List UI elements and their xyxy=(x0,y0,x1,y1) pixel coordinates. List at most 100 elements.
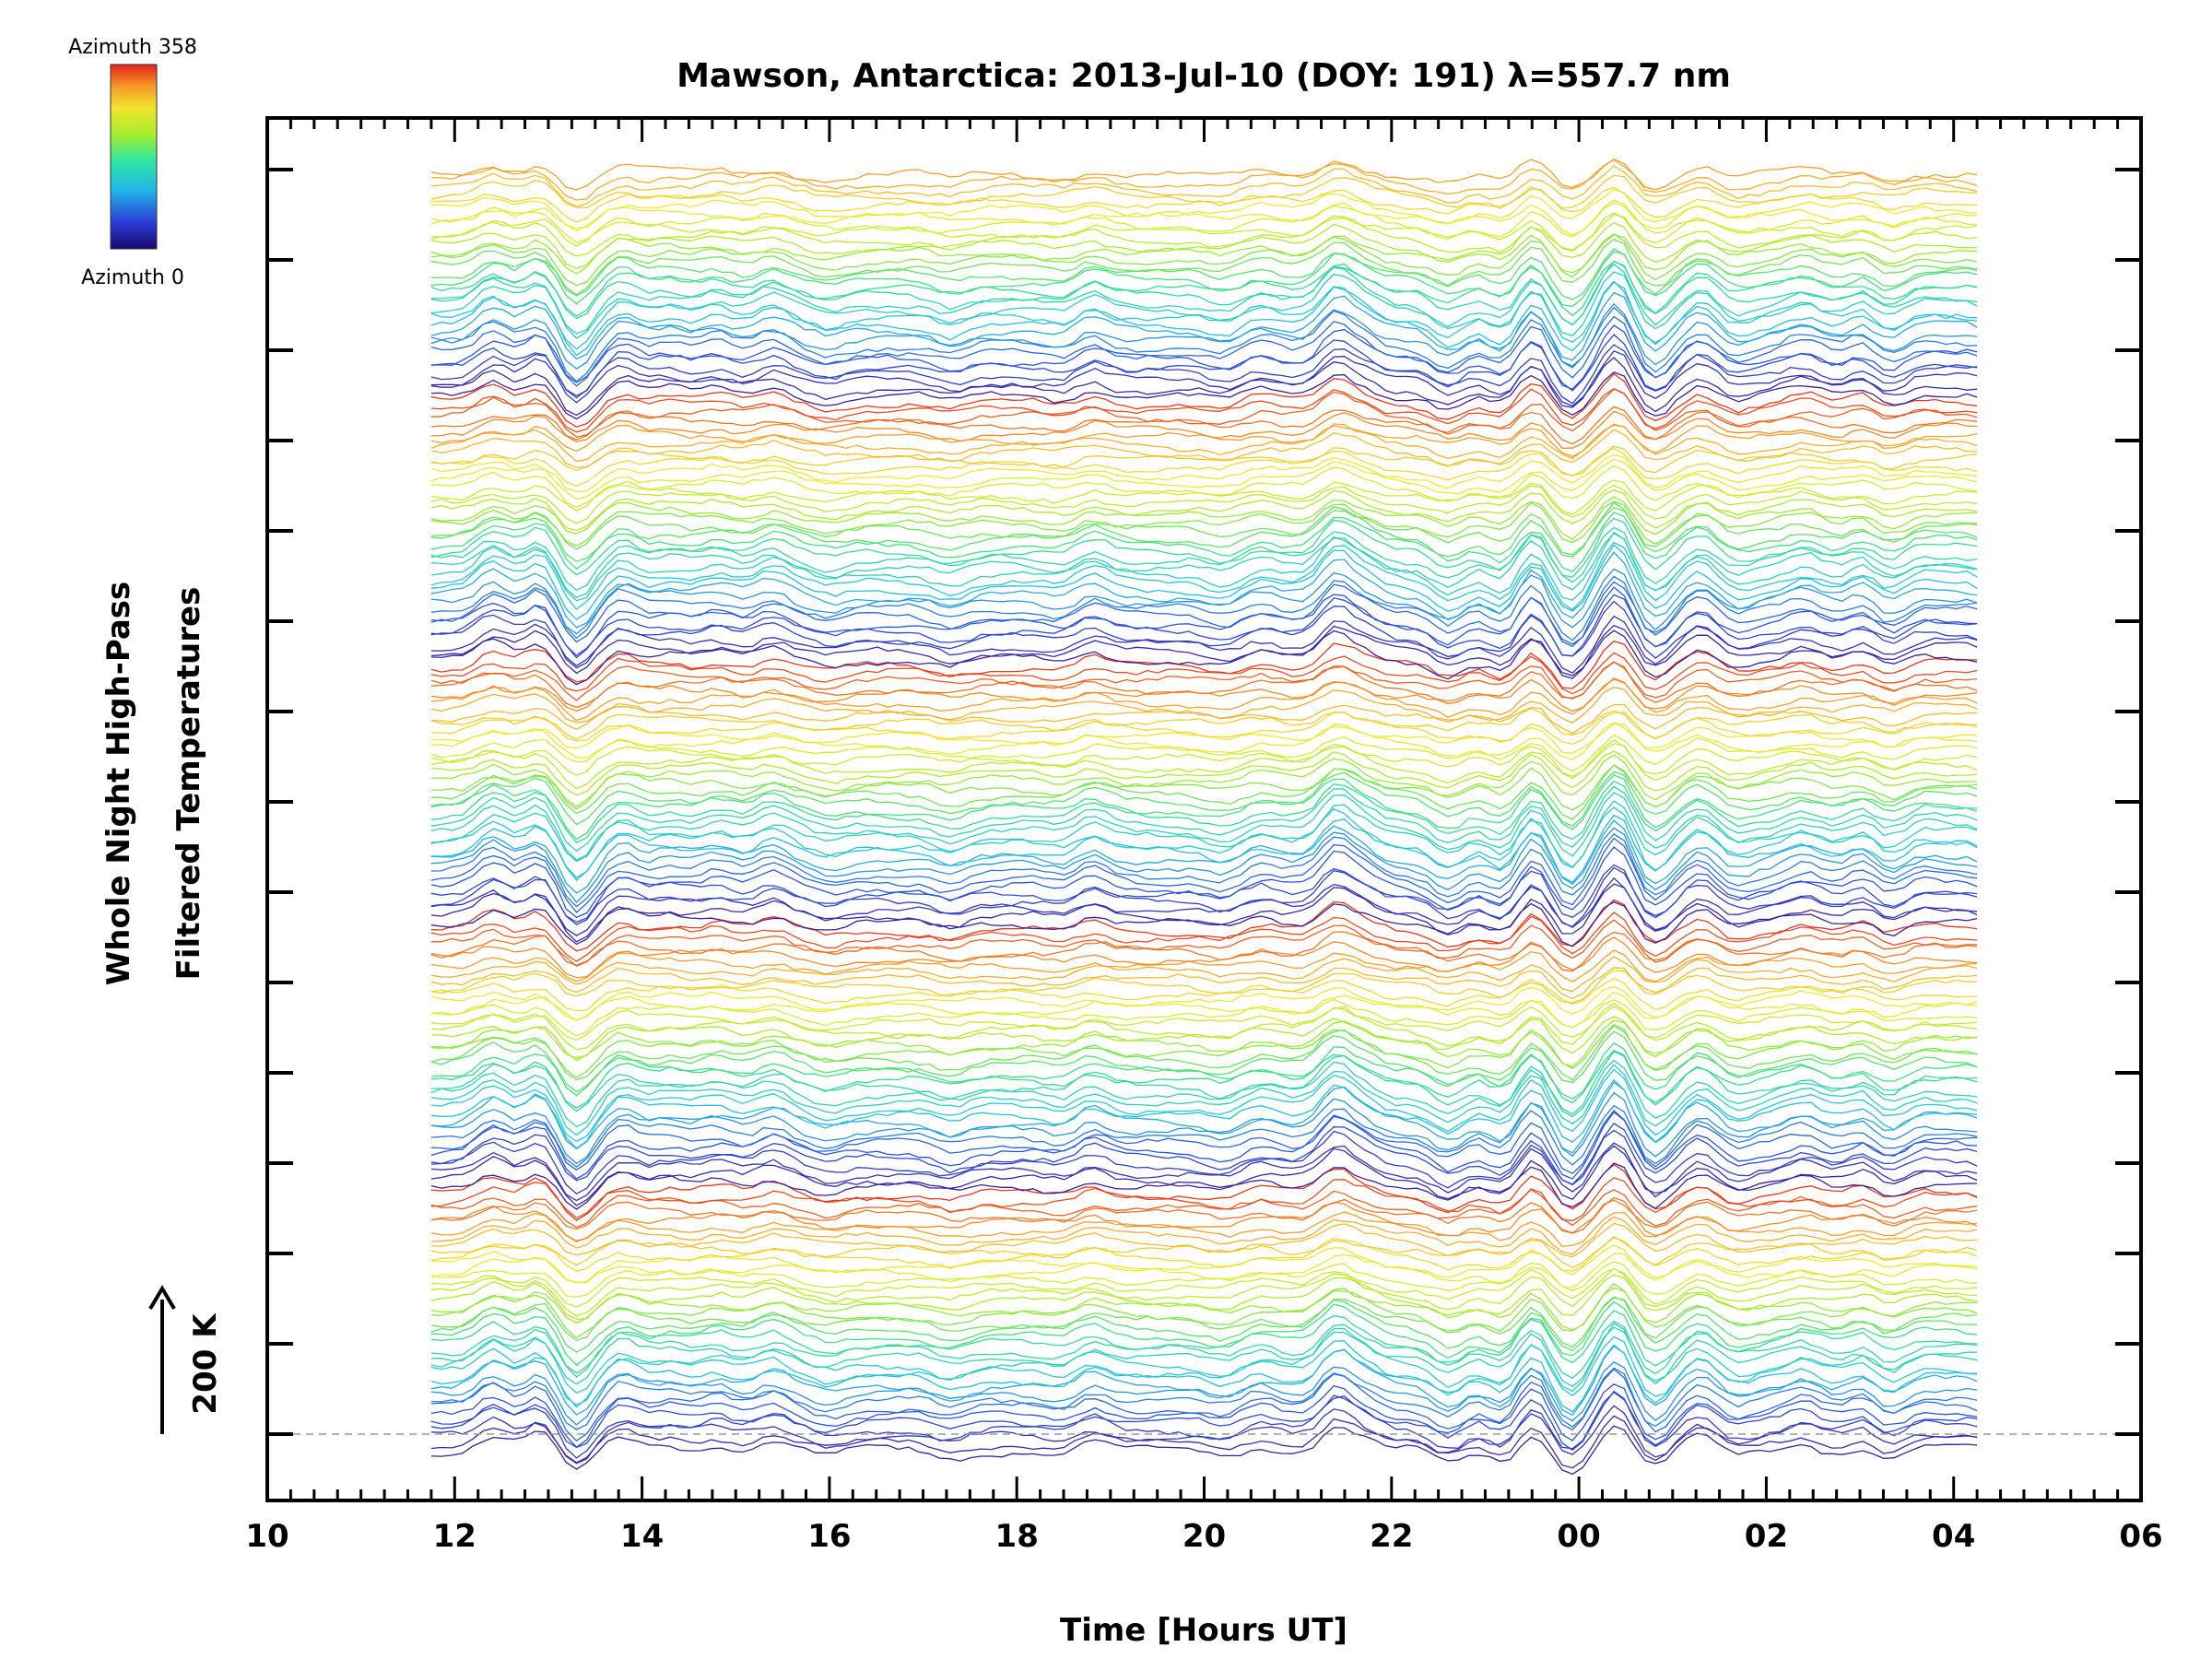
series-line xyxy=(430,1006,1978,1041)
series-line xyxy=(430,271,1978,339)
series-line xyxy=(430,280,1978,350)
series-line xyxy=(430,1064,1978,1136)
series-line xyxy=(430,1111,1978,1180)
series-line xyxy=(430,1049,1978,1109)
series-line xyxy=(430,532,1978,598)
series-line xyxy=(430,234,1978,275)
series-line xyxy=(430,864,1978,924)
series-line xyxy=(430,702,1978,735)
x-tick-label: 12 xyxy=(433,1518,477,1555)
series-line xyxy=(430,1320,1978,1380)
series-line xyxy=(430,260,1978,317)
series-line xyxy=(430,1123,1978,1185)
series-line xyxy=(430,1391,1978,1459)
series-line xyxy=(430,1110,1978,1174)
series-line xyxy=(430,344,1978,405)
series-line xyxy=(430,501,1978,562)
series-line xyxy=(430,1310,1978,1374)
series-line xyxy=(430,281,1978,357)
series-line xyxy=(430,260,1978,326)
series-line xyxy=(430,372,1978,428)
series-line xyxy=(430,723,1978,754)
series-line xyxy=(430,1300,1978,1366)
series-line xyxy=(430,1335,1978,1406)
series-line xyxy=(430,594,1978,657)
series-line xyxy=(430,165,1978,207)
series-line xyxy=(430,1025,1978,1081)
series-line xyxy=(430,883,1978,943)
series-line xyxy=(430,1030,1978,1093)
series-line xyxy=(430,214,1978,253)
series-line xyxy=(430,500,1978,547)
series-line xyxy=(430,900,1978,947)
scale-label: 200 K xyxy=(187,1312,224,1415)
series-line xyxy=(430,233,1978,287)
series-line xyxy=(430,970,1978,1004)
series-line xyxy=(430,1274,1978,1320)
series-line xyxy=(430,985,1978,1021)
series-line xyxy=(430,949,1978,982)
series-line xyxy=(430,188,1978,229)
x-tick-label: 20 xyxy=(1182,1518,1226,1555)
colorbar xyxy=(110,64,158,250)
scale-arrow-head xyxy=(148,1285,176,1311)
series-line xyxy=(430,846,1978,918)
series-line xyxy=(430,1383,1978,1448)
x-tick-label: 00 xyxy=(1557,1518,1600,1555)
series-line xyxy=(430,458,1978,500)
series-line xyxy=(430,429,1978,468)
series-line xyxy=(430,780,1978,844)
x-tick-label: 16 xyxy=(807,1518,851,1555)
series-line xyxy=(430,814,1978,884)
x-tick-label: 06 xyxy=(2119,1518,2162,1555)
series-line xyxy=(430,661,1978,709)
series-line xyxy=(430,711,1978,745)
y-axis-label-line2: Filtered Temperatures xyxy=(171,587,207,981)
series-line xyxy=(430,199,1978,244)
series-line xyxy=(430,792,1978,861)
series-line xyxy=(430,159,1978,201)
series-line xyxy=(430,967,1978,999)
series-line xyxy=(430,454,1978,493)
series-line xyxy=(430,919,1978,967)
series-line xyxy=(430,977,1978,1012)
series-line xyxy=(430,1104,1978,1168)
series-line xyxy=(430,678,1978,722)
series-line xyxy=(430,1162,1978,1210)
series-line xyxy=(430,541,1978,611)
series-line xyxy=(430,771,1978,827)
series-line xyxy=(430,1368,1978,1442)
series-line xyxy=(430,575,1978,641)
x-tick-label: 04 xyxy=(1932,1518,1975,1555)
series-line xyxy=(430,743,1978,778)
series-line xyxy=(430,544,1978,620)
series-line xyxy=(430,661,1978,701)
series-line xyxy=(430,484,1978,524)
series-line xyxy=(430,819,1978,894)
series-line xyxy=(430,899,1978,952)
x-tick-label: 18 xyxy=(995,1518,1039,1555)
series-line xyxy=(430,936,1978,979)
series-line xyxy=(430,750,1978,796)
series-line xyxy=(430,202,1978,236)
series-line xyxy=(430,833,1978,908)
series-line xyxy=(430,263,1978,335)
series-line xyxy=(430,551,1978,629)
series-line xyxy=(430,629,1978,686)
series-line xyxy=(430,387,1978,433)
series-line xyxy=(430,306,1978,382)
series-line xyxy=(430,1129,1978,1194)
series-line xyxy=(430,334,1978,399)
series-line xyxy=(430,531,1978,602)
series-line xyxy=(430,764,1978,820)
series-line xyxy=(430,615,1978,674)
series-line xyxy=(430,581,1978,648)
series-line xyxy=(430,1177,1978,1222)
series-line xyxy=(430,350,1978,408)
series-line xyxy=(430,956,1978,993)
series-line xyxy=(430,1091,1978,1165)
series-line xyxy=(430,1023,1978,1078)
series-line xyxy=(430,1002,1978,1051)
x-tick-label: 22 xyxy=(1370,1518,1413,1555)
